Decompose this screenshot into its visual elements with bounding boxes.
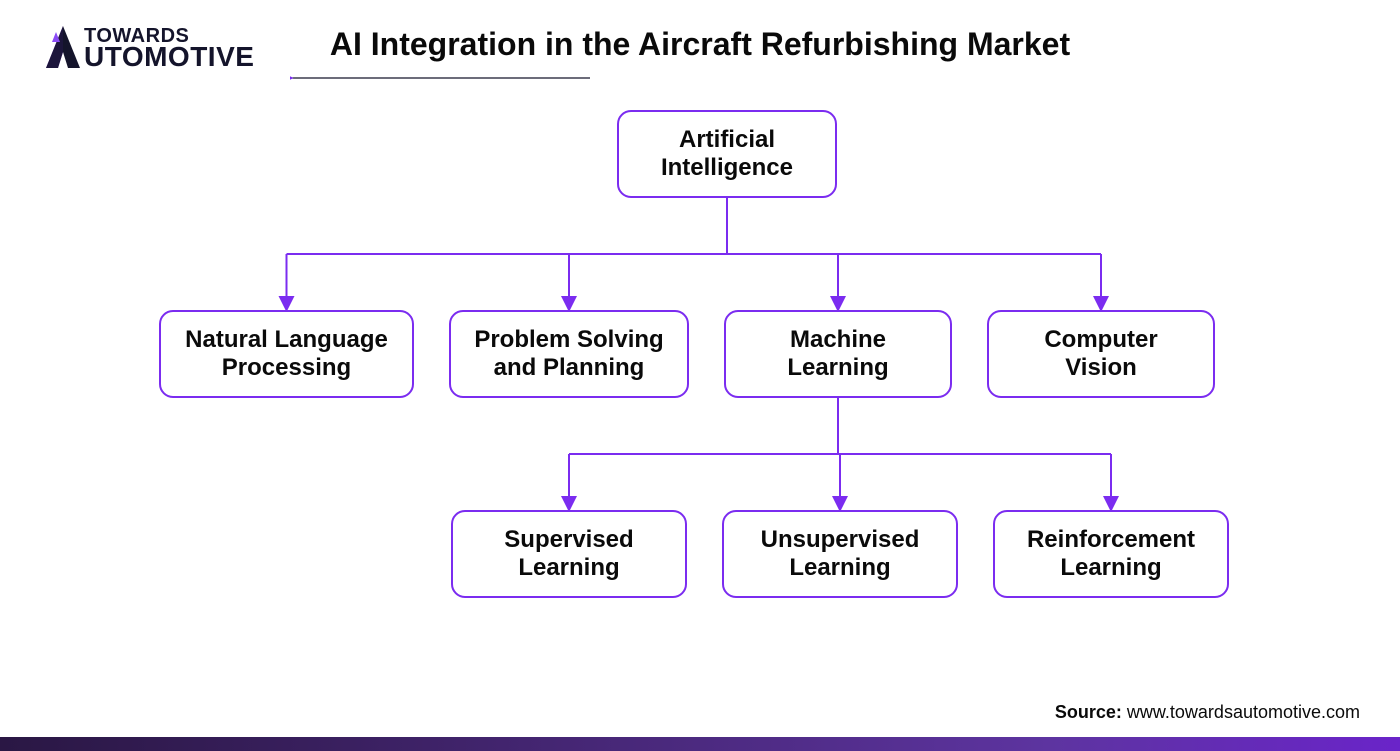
- node-sup: SupervisedLearning: [451, 510, 687, 598]
- node-nlp: Natural LanguageProcessing: [159, 310, 414, 398]
- node-psp: Problem Solvingand Planning: [449, 310, 689, 398]
- node-rl: ReinforcementLearning: [993, 510, 1229, 598]
- node-uns: UnsupervisedLearning: [722, 510, 958, 598]
- source-value: www.towardsautomotive.com: [1127, 702, 1360, 722]
- node-root: ArtificialIntelligence: [617, 110, 837, 198]
- source-line: Source: www.towardsautomotive.com: [1055, 702, 1360, 723]
- node-cv: ComputerVision: [987, 310, 1215, 398]
- node-ml: MachineLearning: [724, 310, 952, 398]
- title-underline-arrow-icon: [290, 72, 590, 86]
- bottom-accent-bar: [0, 737, 1400, 751]
- source-label: Source:: [1055, 702, 1122, 722]
- page-title: AI Integration in the Aircraft Refurbish…: [0, 26, 1400, 63]
